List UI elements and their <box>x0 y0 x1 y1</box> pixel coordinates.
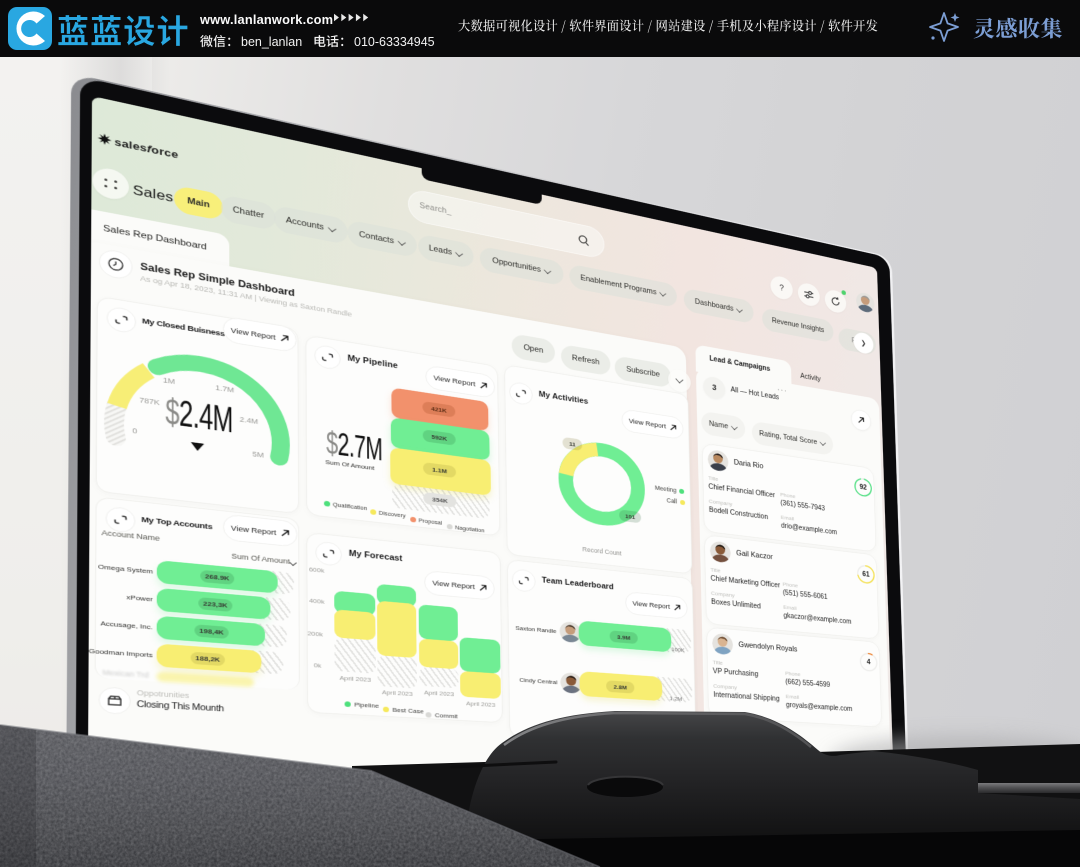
svg-text:www.lanlanwork.com: www.lanlanwork.com <box>199 12 333 27</box>
svg-text:ben_lanlan: ben_lanlan <box>241 35 302 49</box>
svg-text:010-63334945: 010-63334945 <box>354 35 435 49</box>
